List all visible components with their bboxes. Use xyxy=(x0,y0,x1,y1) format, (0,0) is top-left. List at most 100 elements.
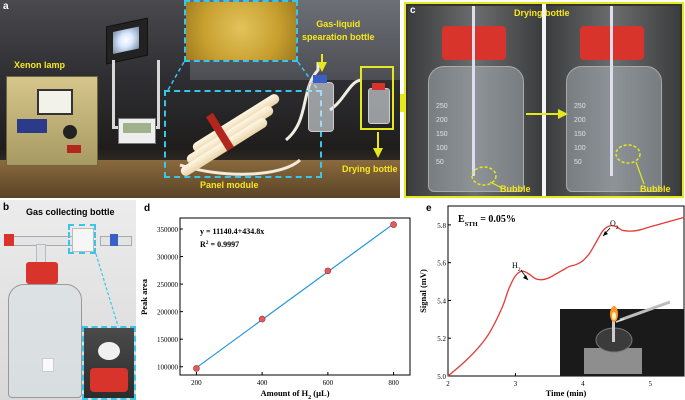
e-x-tick-label: 3 xyxy=(514,380,518,388)
d-x-tick-label: 200 xyxy=(191,379,202,387)
efficiency-value: = 0.05% xyxy=(478,214,516,225)
peak-h2-label: H2 xyxy=(512,261,521,273)
d-y-axis-label: Peak area xyxy=(139,278,149,315)
panel-surface-inset-frame xyxy=(184,0,298,62)
label-gas-liquid-bottle: Gas-liquid spearation bottle xyxy=(302,19,375,42)
data-point xyxy=(324,267,332,275)
septum-inset-frame xyxy=(68,224,96,254)
chart-d: 100000 150000 200000 250000 300000 350000 200… xyxy=(139,217,411,400)
panel-b-title: Gas collecting bottle xyxy=(26,207,115,217)
timer-device xyxy=(118,118,156,144)
bubble-label-right: Bubble xyxy=(640,184,671,194)
panel-surface-inset xyxy=(186,2,296,60)
scale-mark: 50 xyxy=(436,159,444,166)
bottle-body-left xyxy=(428,66,524,192)
scale-right: 250 200 150 100 50 xyxy=(574,100,586,170)
panel-e: e 5.0 5.2 5.4 5.6 5.8 2 3 4 5 ESTH = 0.05% xyxy=(420,200,685,400)
drying-bottle-photo-left xyxy=(408,6,542,196)
panel-a-letter: a xyxy=(3,1,9,12)
collecting-bottle-cap xyxy=(26,262,58,284)
e-y-tick-label: 5.4 xyxy=(437,297,446,305)
d-y-tick-label: 200000 xyxy=(157,309,179,317)
efficiency-sub: STH xyxy=(465,221,478,228)
scale-mark: 200 xyxy=(436,117,448,124)
collecting-bottle-body xyxy=(8,284,82,398)
d-x-axis-label-sub: 2 xyxy=(308,395,311,400)
bubble-label-left: Bubble xyxy=(500,184,531,194)
xenon-lamp-power-supply xyxy=(6,76,98,166)
signal-line xyxy=(447,216,685,377)
d-y-tick-label: 250000 xyxy=(157,281,179,289)
drying-bottle-frame xyxy=(360,66,394,130)
scale-mark: 100 xyxy=(436,145,448,152)
timer-display xyxy=(123,123,151,133)
r-squared-value: = 0.9997 xyxy=(209,240,240,249)
r-squared: R2 = 0.9997 xyxy=(200,240,239,249)
efficiency-main: E xyxy=(458,214,465,225)
e-x-tick-label: 2 xyxy=(446,380,450,388)
arrows xyxy=(317,54,383,158)
peak-o2-sub: 2 xyxy=(616,225,619,231)
scale-left: 250 200 150 100 50 xyxy=(436,100,448,170)
scale-mark: 250 xyxy=(574,103,586,110)
peak-h2-sub: 2 xyxy=(518,267,521,273)
tube-inner-right xyxy=(610,6,613,176)
fit-equation: y = 11140.4+434.8x xyxy=(200,227,264,236)
tube-inner-left xyxy=(472,6,475,176)
scale-mark: 200 xyxy=(574,117,586,124)
panel-d: d 100000 150000 200000 250000 300000 350000 2… xyxy=(138,200,420,400)
d-x-tick-label: 800 xyxy=(388,379,399,387)
d-x-tick-label: 400 xyxy=(257,379,268,387)
flame-test-inset xyxy=(560,300,684,376)
bottle-label xyxy=(42,358,54,372)
scale-mark: 50 xyxy=(574,159,582,166)
d-x-axis-label-unit: (µL) xyxy=(311,388,330,398)
panel-c-photo: 250 200 150 100 50 250 200 150 100 50 c … xyxy=(404,2,684,198)
d-y-tick-label: 150000 xyxy=(157,336,179,344)
scale-mark: 150 xyxy=(436,131,448,138)
d-x-axis-label: Amount of H2 (µL) xyxy=(260,388,329,400)
scale-mark: 100 xyxy=(574,145,586,152)
e-y-tick-label: 5.6 xyxy=(437,260,446,268)
drying-bottle-small xyxy=(368,83,390,124)
e-y-tick-label: 5.0 xyxy=(437,373,446,381)
data-point xyxy=(390,221,397,228)
e-x-axis-label: Time (min) xyxy=(546,388,587,398)
outlet-blue-fitting xyxy=(110,234,118,246)
label-xenon-lamp: Xenon lamp xyxy=(14,60,66,70)
power-supply-gauge xyxy=(37,89,73,115)
septum-inset xyxy=(72,228,94,252)
power-supply-knob-icon xyxy=(63,125,77,139)
gas-inlet-red-fitting xyxy=(4,234,14,246)
peak-o2-label: O2 xyxy=(610,219,619,231)
panel-a-photo: a Xenon lamp Gas-liquid spearation bottl… xyxy=(0,0,400,198)
panel-c-letter: c xyxy=(410,5,416,16)
gas-liquid-separation-bottle xyxy=(308,75,334,132)
data-point xyxy=(258,315,266,323)
panel-c-title: Drying bottle xyxy=(514,8,570,18)
power-supply-logo xyxy=(17,119,47,133)
d-x-tick-label: 600 xyxy=(323,379,334,387)
cap-detail-red xyxy=(90,368,128,392)
r-squared-label: R xyxy=(200,240,206,249)
peak-o2-main: O xyxy=(610,219,616,228)
panel-b-letter: b xyxy=(3,202,10,213)
drying-bottle-photo-right xyxy=(546,6,680,196)
cap-detail-inset xyxy=(84,328,134,398)
label-drying-bottle: Drying bottle xyxy=(342,164,398,174)
scale-mark: 250 xyxy=(436,103,448,110)
fit-line xyxy=(196,223,394,369)
d-y-tick-label: 300000 xyxy=(157,254,179,262)
efficiency-label: ESTH = 0.05% xyxy=(458,214,516,228)
bubble-circle-right xyxy=(615,144,641,164)
r-squared-sup: 2 xyxy=(206,240,209,246)
drying-bottle-cap xyxy=(372,83,385,90)
bottle-body-right xyxy=(566,66,662,192)
e-x-tick-label: 4 xyxy=(581,380,585,388)
cap-detail-septum xyxy=(98,342,120,360)
panel-c-annotations xyxy=(471,109,645,189)
separation-bottle-cap xyxy=(313,75,327,83)
data-point xyxy=(193,365,200,372)
